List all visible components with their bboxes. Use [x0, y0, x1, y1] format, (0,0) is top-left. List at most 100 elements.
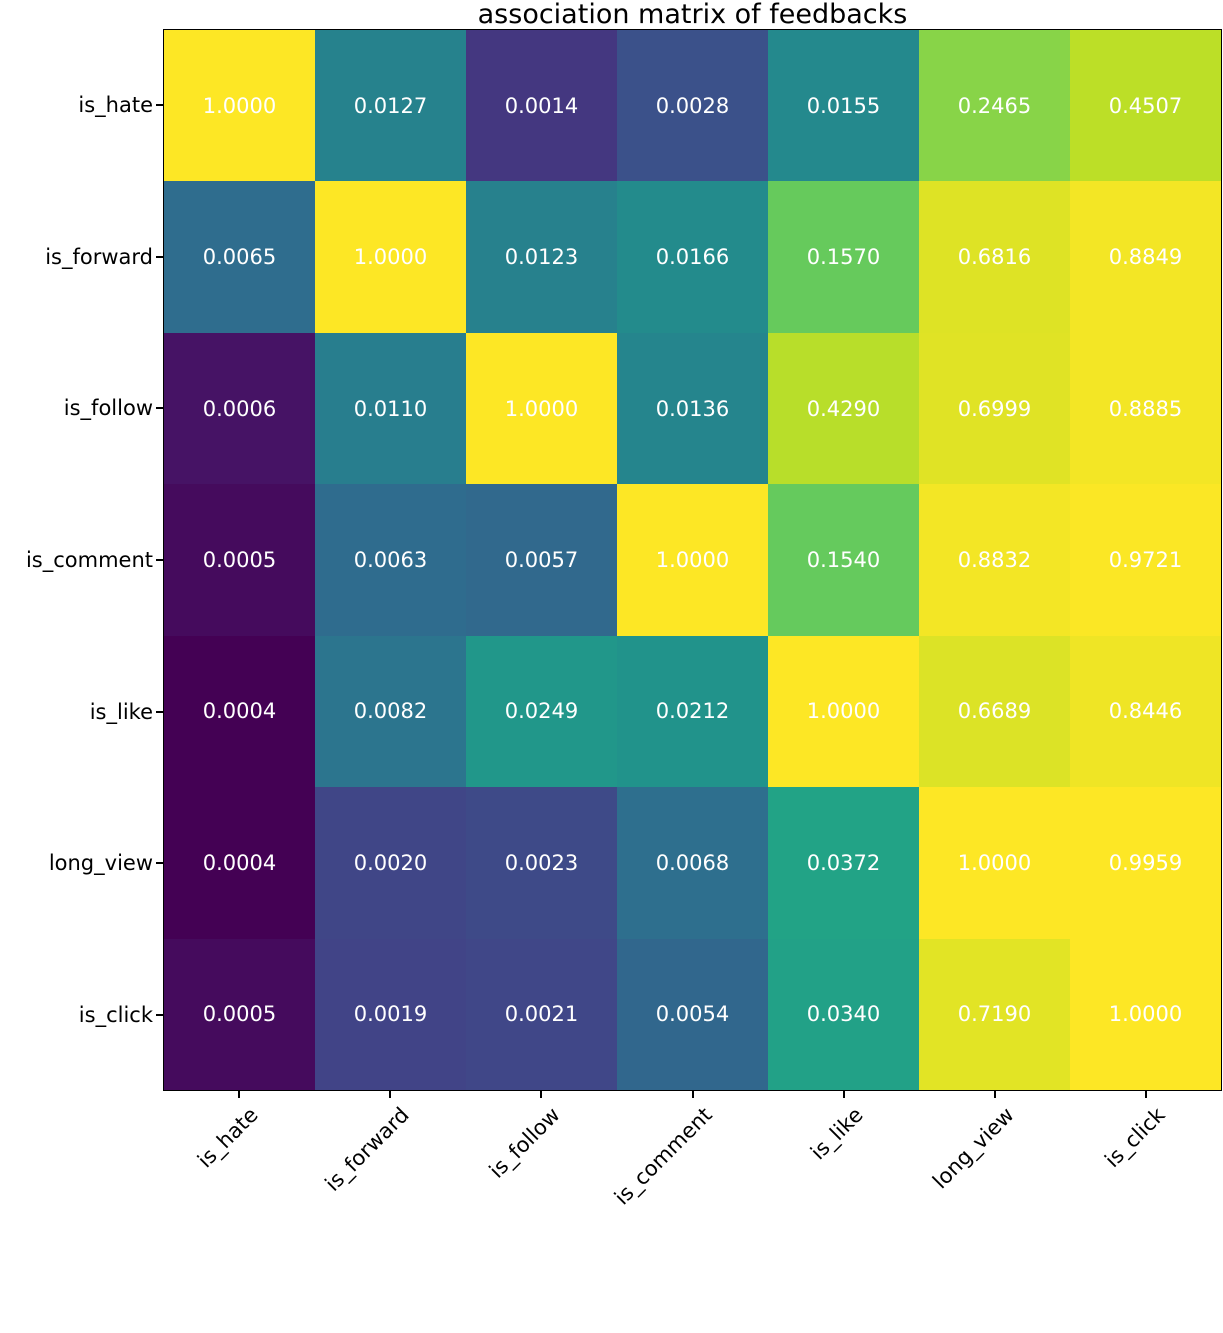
- y-tick-mark: [156, 862, 163, 865]
- heatmap-cell-is_like-is_comment: 0.0212: [617, 635, 768, 788]
- heatmap-cell-is_like-long_view: 0.6689: [919, 635, 1070, 788]
- cell-value: 0.0005: [202, 547, 277, 572]
- cell-value: 0.9721: [1108, 547, 1183, 572]
- heatmap-cell-long_view-is_like: 0.0372: [768, 787, 919, 939]
- cell-value: 0.0127: [353, 93, 428, 118]
- cell-value: 0.0023: [504, 850, 579, 875]
- cell-value: 0.0212: [655, 699, 730, 724]
- cell-value: 0.0019: [353, 1002, 428, 1027]
- cell-value: 0.8885: [1108, 396, 1183, 421]
- cell-value: 0.8832: [957, 547, 1032, 572]
- y-tick-mark: [156, 103, 163, 106]
- heatmap-cell-is_follow-is_hate: 0.0006: [164, 332, 315, 485]
- x-tick-mark: [842, 1091, 845, 1098]
- cell-value: 0.0005: [202, 1002, 277, 1027]
- cell-value: 0.1570: [806, 245, 881, 270]
- heatmap-cell-is_hate-is_forward: 0.0127: [315, 30, 466, 182]
- cell-value: 0.4507: [1108, 93, 1183, 118]
- heatmap-cell-is_forward-long_view: 0.6816: [919, 181, 1070, 333]
- cell-value: 0.4290: [806, 396, 881, 421]
- cell-value: 0.6689: [957, 699, 1032, 724]
- cell-value: 0.0014: [504, 93, 579, 118]
- heatmap-cell-long_view-is_forward: 0.0020: [315, 787, 466, 939]
- heatmap-cell-long_view-is_follow: 0.0023: [466, 787, 617, 939]
- cell-value: 1.0000: [806, 699, 881, 724]
- cell-value: 1.0000: [202, 93, 277, 118]
- x-tick-mark: [1145, 1091, 1148, 1098]
- heatmap-cell-is_comment-is_like: 0.1540: [768, 484, 919, 636]
- heatmap-cell-is_like-is_follow: 0.0249: [466, 635, 617, 788]
- cell-value: 0.0068: [655, 850, 730, 875]
- heatmap-cell-is_forward-is_comment: 0.0166: [617, 181, 768, 333]
- cell-value: 0.0249: [504, 699, 579, 724]
- cell-value: 1.0000: [655, 547, 730, 572]
- heatmap-cell-is_hate-is_hate: 1.0000: [164, 30, 315, 182]
- heatmap-cell-is_follow-is_follow: 1.0000: [466, 332, 617, 485]
- heatmap-cell-long_view-long_view: 1.0000: [919, 787, 1070, 939]
- cell-value: 0.0166: [655, 245, 730, 270]
- cell-value: 0.8849: [1108, 245, 1183, 270]
- cell-value: 0.0155: [806, 93, 881, 118]
- heatmap-cell-is_like-is_click: 0.8446: [1070, 635, 1221, 788]
- heatmap-cell-is_comment-is_hate: 0.0005: [164, 484, 315, 636]
- heatmap-cell-is_forward-is_forward: 1.0000: [315, 181, 466, 333]
- cell-value: 1.0000: [957, 850, 1032, 875]
- y-tick-mark: [156, 710, 163, 713]
- cell-value: 0.0054: [655, 1002, 730, 1027]
- heatmap-cell-is_follow-long_view: 0.6999: [919, 332, 1070, 485]
- heatmap-cell-is_hate-is_click: 0.4507: [1070, 30, 1221, 182]
- cell-value: 0.0082: [353, 699, 428, 724]
- x-tick-mark: [388, 1091, 391, 1098]
- heatmap-cell-is_like-is_forward: 0.0082: [315, 635, 466, 788]
- x-tick-mark: [540, 1091, 543, 1098]
- cell-value: 1.0000: [504, 396, 579, 421]
- heatmap-cell-is_follow-is_like: 0.4290: [768, 332, 919, 485]
- heatmap-cell-is_hate-is_follow: 0.0014: [466, 30, 617, 182]
- cell-value: 0.0136: [655, 396, 730, 421]
- heatmap-cell-is_hate-is_comment: 0.0028: [617, 30, 768, 182]
- y-tick-mark: [156, 1014, 163, 1017]
- heatmap-cell-is_comment-is_forward: 0.0063: [315, 484, 466, 636]
- cell-value: 0.0006: [202, 396, 277, 421]
- cell-value: 0.0065: [202, 245, 277, 270]
- y-tick-mark: [156, 559, 163, 561]
- y-tick-label-is_hate: is_hate: [78, 92, 153, 117]
- y-tick-mark: [156, 255, 163, 258]
- cell-value: 0.0123: [504, 245, 579, 270]
- cell-value: 0.0004: [202, 850, 277, 875]
- heatmap-cell-is_click-is_like: 0.0340: [768, 938, 919, 1090]
- cell-value: 0.0020: [353, 850, 428, 875]
- y-tick-label-is_comment: is_comment: [25, 548, 153, 572]
- cell-value: 1.0000: [353, 245, 428, 270]
- heatmap-cell-is_click-long_view: 0.7190: [919, 938, 1070, 1090]
- heatmap-cell-is_follow-is_click: 0.8885: [1070, 332, 1221, 485]
- heatmap-cell-is_click-is_click: 1.0000: [1070, 938, 1221, 1090]
- x-tick-mark: [237, 1091, 240, 1098]
- heatmap-cell-is_like-is_like: 1.0000: [768, 635, 919, 788]
- heatmap-cell-is_follow-is_comment: 0.0136: [617, 332, 768, 485]
- heatmap-cell-is_comment-is_click: 0.9721: [1070, 484, 1221, 636]
- y-tick-label-is_forward: is_forward: [45, 244, 153, 269]
- heatmap-cell-long_view-is_hate: 0.0004: [164, 787, 315, 939]
- heatmap-cell-is_hate-is_like: 0.0155: [768, 30, 919, 182]
- x-tick-mark: [994, 1091, 997, 1098]
- heatmap-cell-is_comment-is_follow: 0.0057: [466, 484, 617, 636]
- cell-value: 0.0021: [504, 1002, 579, 1027]
- heatmap-cell-is_forward-is_click: 0.8849: [1070, 181, 1221, 333]
- cell-value: 0.0028: [655, 93, 730, 118]
- heatmap-cell-is_like-is_hate: 0.0004: [164, 635, 315, 788]
- cell-value: 0.6816: [957, 245, 1032, 270]
- cell-value: 0.2465: [957, 93, 1032, 118]
- cell-value: 0.8446: [1108, 699, 1183, 724]
- heatmap-cell-is_comment-is_comment: 1.0000: [617, 484, 768, 636]
- heatmap-cell-is_click-is_comment: 0.0054: [617, 938, 768, 1090]
- y-tick-label-is_like: is_like: [89, 699, 153, 724]
- heatmap-cell-is_click-is_hate: 0.0005: [164, 938, 315, 1090]
- cell-value: 0.1540: [806, 547, 881, 572]
- cell-value: 0.0004: [202, 699, 277, 724]
- heatmap-cell-is_hate-long_view: 0.2465: [919, 30, 1070, 182]
- cell-value: 0.0340: [806, 1002, 881, 1027]
- cell-value: 0.9959: [1108, 850, 1183, 875]
- y-tick-label-long_view: long_view: [48, 851, 153, 876]
- heatmap-cell-long_view-is_click: 0.9959: [1070, 787, 1221, 939]
